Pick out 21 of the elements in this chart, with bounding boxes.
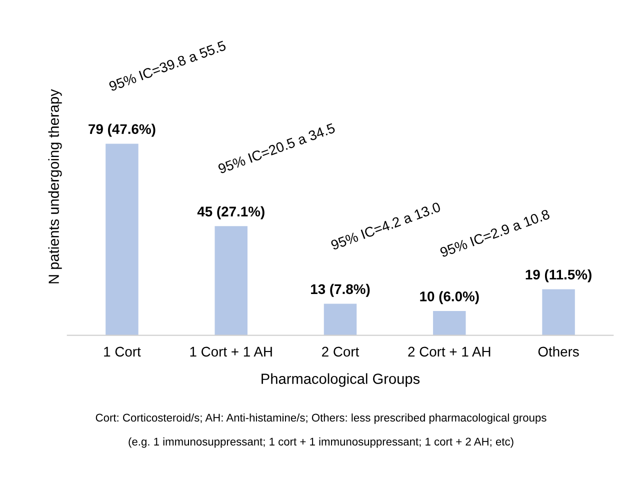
data-label: 45 (27.1%)	[197, 206, 264, 220]
data-label: 13 (7.8%)	[311, 284, 370, 297]
x-axis-title: Pharmacological Groups	[262, 373, 420, 387]
data-label: 10 (6.0%)	[420, 291, 479, 304]
text: (e.g. 1 immunosuppressant; 1 cort + 1 immunosuppressant; 1 cort + 2 AH; etc)	[128, 437, 514, 448]
annotation: 95% IC=4.2 a 13.0	[330, 202, 442, 250]
x-tick-label: 1 Cort + 1 AH	[190, 346, 272, 357]
bar	[214, 226, 248, 336]
x-tick-label: 1 Cort	[104, 346, 141, 357]
bar	[433, 311, 466, 336]
bar	[542, 289, 575, 336]
y-axis-title: N patients undergoing therapy	[48, 89, 62, 284]
data-label: 79 (47.6%)	[88, 124, 156, 137]
data-label: 19 (11.5%)	[526, 269, 592, 282]
bar	[324, 304, 357, 336]
x-tick-label: 2 Cort + 1 AH	[408, 346, 490, 357]
x-tick-label: Others	[538, 346, 579, 357]
text: Cort: Corticosteroid/s; AH: Anti-histamine/s; Others: less prescribed pharmacological groups	[96, 413, 546, 424]
x-tick-label: 2 Cort	[322, 346, 360, 357]
bar	[106, 144, 138, 336]
annotation: 95% IC=2.9 a 10.8	[440, 209, 550, 258]
